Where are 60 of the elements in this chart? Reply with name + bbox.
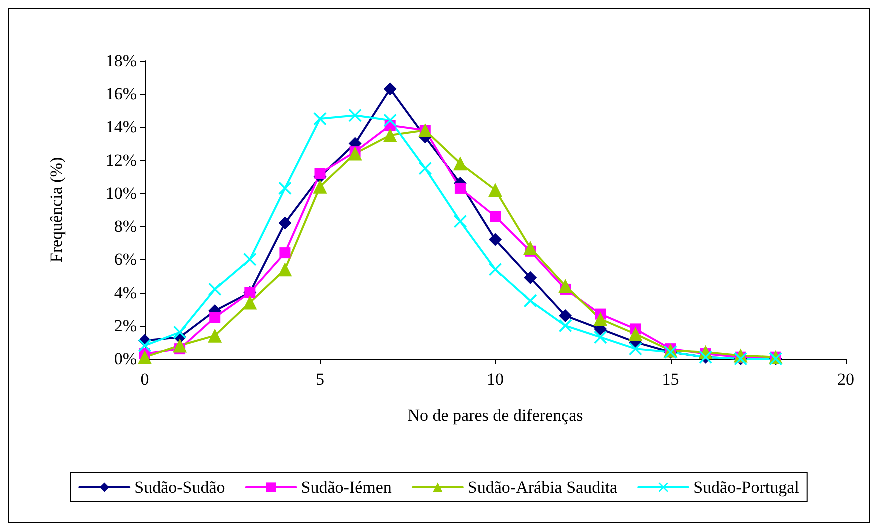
point xyxy=(489,233,502,246)
point xyxy=(488,183,502,198)
point xyxy=(524,271,538,284)
point xyxy=(384,114,397,128)
y-tick-label: 14% xyxy=(106,118,137,137)
point xyxy=(594,330,608,344)
y-tick-label: 2% xyxy=(114,316,137,336)
point xyxy=(280,248,291,259)
legend-label: Sudão-Sudão xyxy=(134,478,226,497)
point xyxy=(383,128,398,142)
point xyxy=(314,168,326,180)
y-tick-label: 18% xyxy=(106,52,137,70)
y-tick-label: 10% xyxy=(106,184,137,203)
point xyxy=(559,319,572,332)
y-tick-label: 8% xyxy=(114,217,137,236)
point xyxy=(313,180,328,194)
point xyxy=(594,312,608,326)
point xyxy=(210,312,221,324)
x-tick-label: 20 xyxy=(838,370,854,389)
x-tick-label: 15 xyxy=(662,370,680,389)
point xyxy=(490,211,501,222)
point xyxy=(418,162,432,176)
point xyxy=(384,82,397,96)
point xyxy=(138,339,152,352)
point xyxy=(559,309,572,322)
point xyxy=(628,327,643,342)
point xyxy=(348,146,362,161)
point xyxy=(278,182,292,195)
point xyxy=(629,342,642,356)
y-tick-label: 16% xyxy=(106,84,137,104)
point xyxy=(244,253,257,266)
point xyxy=(453,156,468,171)
point xyxy=(208,282,222,296)
y-tick-label: 12% xyxy=(106,150,137,170)
legend-label: Sudão-Arábia Saudita xyxy=(468,478,618,497)
x-tick-label: 0 xyxy=(140,370,150,389)
y-tick-label: 0% xyxy=(114,350,137,368)
point xyxy=(524,294,538,308)
point xyxy=(278,216,292,230)
y-tick-label: 4% xyxy=(114,283,137,302)
point xyxy=(558,279,573,294)
point xyxy=(314,112,327,126)
point xyxy=(138,350,152,364)
legend-label: Sudão-Iémen xyxy=(301,478,392,497)
x-axis-title: No de pares de diferenças xyxy=(408,406,584,425)
point xyxy=(454,215,467,228)
point xyxy=(489,263,502,276)
x-tick-label: 10 xyxy=(487,370,504,389)
point xyxy=(278,262,292,277)
y-tick-label: 6% xyxy=(114,250,137,270)
y-axis-title: Frequência (%) xyxy=(47,157,66,263)
point xyxy=(454,182,466,194)
point xyxy=(208,328,222,343)
point xyxy=(174,326,187,340)
point xyxy=(243,296,258,310)
x-tick-label: 5 xyxy=(316,370,324,389)
point xyxy=(173,338,188,353)
legend-label: Sudão-Portugal xyxy=(694,478,800,497)
point xyxy=(348,109,362,122)
point xyxy=(524,241,538,256)
